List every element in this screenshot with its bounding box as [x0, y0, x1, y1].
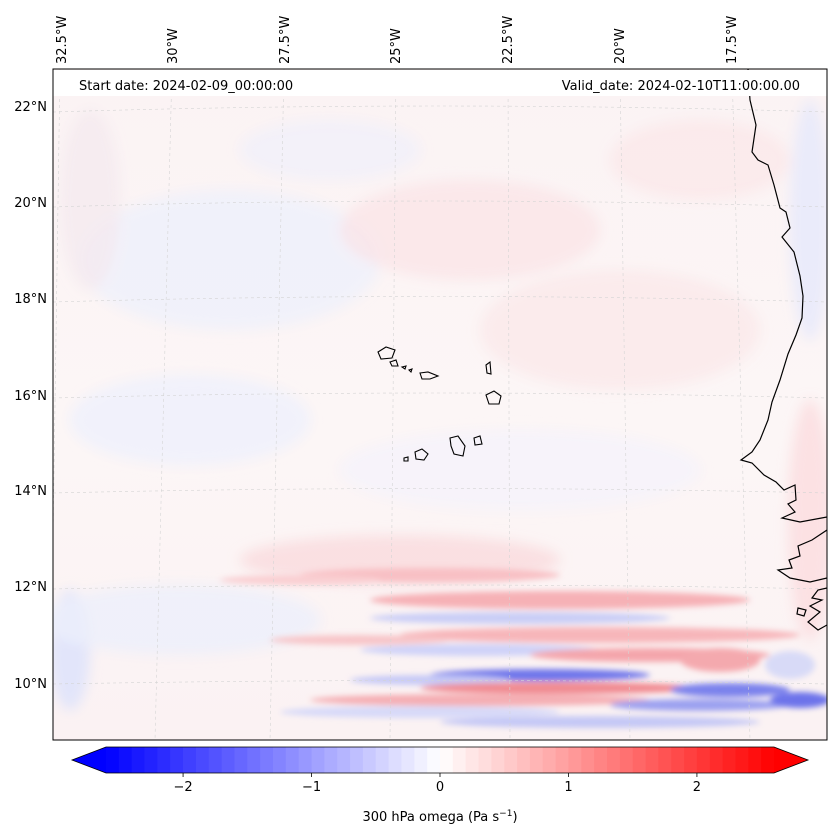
colorbar-cell [285, 747, 300, 773]
valid-date-label: Valid_date: 2024-02-10T11:00:00.00 [562, 79, 800, 94]
colorbar-tick-label: 0 [436, 780, 444, 795]
colorbar-cell [568, 747, 582, 773]
colorbar-cell [452, 747, 467, 773]
colorbar-cell [311, 747, 325, 773]
colorbar-tick-label: −2 [173, 780, 192, 795]
colorbar-tick-label: 2 [693, 780, 701, 795]
map-frame [52, 68, 828, 741]
lat-label: 14°N [14, 484, 47, 499]
colorbar-cell [517, 747, 531, 773]
lon-label: 27.5°W [278, 16, 293, 64]
lon-label: 22.5°W [501, 16, 516, 64]
colorbar-cell [619, 747, 634, 773]
cape-verde-islands [377, 346, 502, 462]
colorbar-cell [555, 747, 569, 773]
guinea-coast [807, 587, 827, 631]
lat-label: 12°N [14, 580, 47, 595]
header-strip [53, 70, 827, 96]
colorbar-cell [696, 747, 711, 773]
colorbar-cell [427, 747, 441, 773]
lat-label: 16°N [14, 389, 47, 404]
colorbar-cell [388, 747, 402, 773]
colorbar-cell [324, 747, 338, 773]
map-panel: Start date: 2024-02-09_00:00:00 Valid_da… [53, 69, 827, 740]
colorbar-cell [684, 747, 698, 773]
colorbar-cell [645, 747, 659, 773]
colorbar-cell [491, 747, 505, 773]
colorbar-cell [529, 747, 544, 773]
colorbar-cell [221, 747, 235, 773]
latitude-labels: 22°N 20°N 18°N 16°N 14°N 12°N 10°N [14, 100, 47, 692]
colorbar-ticks: −2 −1 0 1 2 [173, 773, 701, 795]
colorbar-cell [671, 747, 685, 773]
colorbar-cells [106, 747, 775, 773]
coastline [739, 69, 827, 631]
colorbar-tick-label: 1 [564, 780, 572, 795]
colorbar-cell [298, 747, 312, 773]
colorbar-cell [478, 747, 492, 773]
colorbar-cell [170, 747, 184, 773]
colorbar-cell [594, 747, 608, 773]
colorbar-cell [465, 747, 479, 773]
lon-label: 30°W [166, 28, 181, 64]
colorbar-cell [144, 747, 158, 773]
colorbar-cell [581, 747, 595, 773]
gridlines [53, 69, 827, 740]
colorbar-tick-label: −1 [302, 780, 321, 795]
colorbar-cell [709, 747, 724, 773]
colorbar-cell [362, 747, 377, 773]
longitude-labels: 32.5°W 30°W 27.5°W 25°W 22.5°W 20°W 17.5… [55, 16, 740, 64]
colorbar-cell [414, 747, 428, 773]
lat-label: 10°N [14, 677, 47, 692]
colorbar-cell [195, 747, 210, 773]
colorbar: −2 −1 0 1 2 300 hPa omega (Pa s−1) [70, 746, 810, 825]
colorbar-cell [208, 747, 223, 773]
start-date-label: Start date: 2024-02-09_00:00:00 [79, 79, 293, 94]
lon-label: 20°W [613, 28, 628, 64]
colorbar-cell [131, 747, 145, 773]
bijagos-islands [796, 607, 807, 617]
colorbar-cell [607, 747, 621, 773]
colorbar-cell [337, 747, 351, 773]
colorbar-cell [157, 747, 171, 773]
colorbar-cell [735, 747, 749, 773]
colorbar-extend-low [72, 747, 106, 773]
colorbar-cell [273, 747, 287, 773]
colorbar-label: 300 hPa omega (Pa s−1) [362, 809, 517, 825]
colorbar-cell [260, 747, 274, 773]
colorbar-outline [70, 746, 810, 774]
senegambia-coast [776, 529, 827, 583]
colorbar-cell [118, 747, 133, 773]
colorbar-cell [183, 747, 197, 773]
colorbar-cell [542, 747, 557, 773]
colorbar-cell [722, 747, 736, 773]
colorbar-cell [440, 747, 454, 773]
colorbar-cell [658, 747, 672, 773]
colorbar-cell [504, 747, 518, 773]
colorbar-cell [106, 747, 120, 773]
lon-label: 17.5°W [725, 16, 740, 64]
colorbar-cell [375, 747, 390, 773]
colorbar-cell [350, 747, 364, 773]
colorbar-cell [761, 747, 775, 773]
lat-label: 22°N [14, 100, 47, 115]
colorbar-cell [401, 747, 415, 773]
colorbar-cell [632, 747, 646, 773]
africa-coastline [739, 69, 827, 523]
lon-label: 32.5°W [55, 16, 70, 64]
colorbar-cell [748, 747, 762, 773]
lat-label: 18°N [14, 292, 47, 307]
colorbar-cell [247, 747, 261, 773]
lat-label: 20°N [14, 196, 47, 211]
lon-label: 25°W [389, 28, 404, 64]
colorbar-extend-high [774, 747, 808, 773]
omega-bands [220, 568, 827, 728]
colorbar-cell [234, 747, 248, 773]
